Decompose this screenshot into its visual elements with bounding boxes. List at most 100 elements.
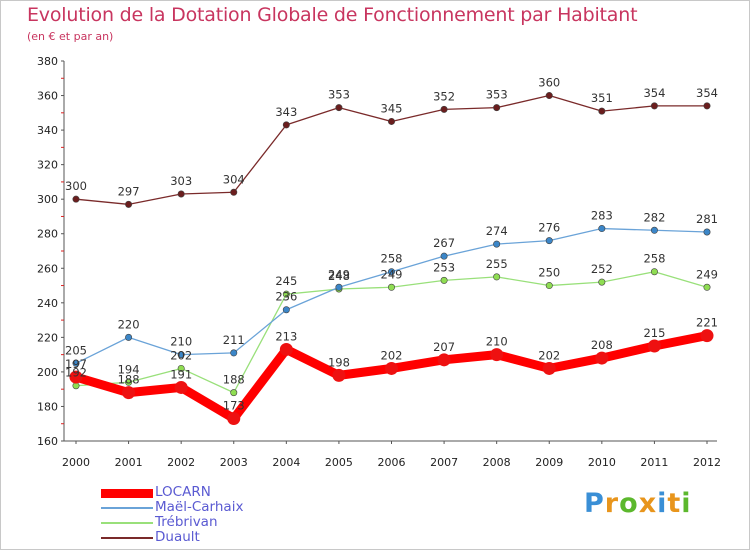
data-point-mael-carhaix <box>230 349 238 357</box>
data-label-duault: 353 <box>486 88 508 102</box>
data-point-duault <box>230 188 238 196</box>
data-label-mael-carhaix: 236 <box>275 290 297 304</box>
data-label-locarn: 208 <box>591 338 613 352</box>
data-label-locarn: 198 <box>328 355 350 369</box>
data-point-duault <box>282 121 290 129</box>
data-point-mael-carhaix <box>387 268 395 276</box>
data-point-mael-carhaix <box>545 237 553 245</box>
data-label-trebrivan: 245 <box>275 274 297 288</box>
data-point-trebrivan <box>598 278 606 286</box>
data-label-duault: 303 <box>170 174 192 188</box>
data-point-mael-carhaix <box>703 228 711 236</box>
logo-letter: i <box>657 488 668 519</box>
data-label-trebrivan: 250 <box>538 266 560 280</box>
x-tick-label: 2006 <box>378 456 406 469</box>
x-tick-label: 2001 <box>115 456 143 469</box>
data-label-trebrivan: 249 <box>696 267 718 281</box>
data-label-mael-carhaix: 258 <box>381 252 403 266</box>
y-tick-label: 380 <box>37 55 58 68</box>
data-point-trebrivan <box>282 290 290 298</box>
chart-axes: 160 180 200 220 240 260 280 300 320 340 360 380 2000… <box>37 55 721 469</box>
legend-label: LOCARN <box>155 484 211 500</box>
data-point-locarn <box>437 353 451 367</box>
data-label-trebrivan: 192 <box>65 366 87 380</box>
data-label-duault: 351 <box>591 91 613 105</box>
data-label-duault: 352 <box>433 89 455 103</box>
legend-label: Trébrivan <box>155 514 218 530</box>
data-point-locarn <box>595 351 609 365</box>
data-label-duault: 354 <box>643 86 665 100</box>
legend-swatch <box>101 522 153 524</box>
x-tick-label: 2011 <box>640 456 668 469</box>
x-tick-label: 2003 <box>220 456 248 469</box>
data-point-locarn <box>385 361 398 375</box>
data-point-trebrivan <box>650 268 658 276</box>
data-labels-layer: 300 297 303 304 343 353 345 352 353 360 351 354 354 1… <box>65 76 718 413</box>
data-point-locarn <box>700 329 714 343</box>
logo-letter: t <box>667 488 682 519</box>
data-label-mael-carhaix: 274 <box>486 224 508 238</box>
y-tick-label: 340 <box>37 124 58 137</box>
data-point-mael-carhaix <box>650 226 658 234</box>
legend-swatch <box>101 488 153 498</box>
data-point-trebrivan <box>545 282 553 290</box>
data-label-mael-carhaix: 211 <box>223 333 245 347</box>
legend-swatch <box>101 507 153 509</box>
data-label-duault: 345 <box>381 101 403 115</box>
chart-subtitle: (en € et par an) <box>27 30 114 43</box>
data-point-mael-carhaix <box>177 351 185 359</box>
data-label-locarn: 210 <box>486 335 508 349</box>
data-point-locarn <box>490 348 504 362</box>
data-label-mael-carhaix: 276 <box>538 221 560 235</box>
data-label-mael-carhaix: 220 <box>118 317 140 331</box>
data-label-mael-carhaix: 210 <box>170 335 192 349</box>
data-point-locarn <box>279 342 293 356</box>
x-tick-label: 2005 <box>325 456 353 469</box>
data-point-mael-carhaix <box>440 252 448 260</box>
data-point-duault <box>72 195 80 203</box>
data-label-trebrivan: 255 <box>486 257 508 271</box>
data-label-trebrivan: 258 <box>643 252 665 266</box>
data-point-locarn <box>174 380 188 394</box>
series-layer <box>69 92 714 426</box>
data-label-locarn: 207 <box>433 340 455 354</box>
data-label-mael-carhaix: 281 <box>696 212 718 226</box>
data-label-locarn: 202 <box>381 348 403 362</box>
x-tick-label: 2007 <box>430 456 458 469</box>
data-label-locarn: 213 <box>275 329 297 343</box>
data-point-duault <box>545 92 553 100</box>
y-tick-label: 160 <box>37 435 58 448</box>
data-point-mael-carhaix <box>72 359 80 367</box>
y-tick-label: 240 <box>37 297 58 310</box>
data-label-locarn: 197 <box>65 357 87 371</box>
y-tick-label: 220 <box>37 331 58 344</box>
data-point-locarn <box>69 370 83 384</box>
x-tick-label: 2009 <box>535 456 563 469</box>
data-label-mael-carhaix: 249 <box>328 267 350 281</box>
y-tick-label: 260 <box>37 262 58 275</box>
data-point-mael-carhaix <box>125 333 133 341</box>
legend-label: Maël-Carhaix <box>155 499 244 515</box>
data-point-locarn <box>542 361 556 375</box>
data-label-trebrivan: 249 <box>381 267 403 281</box>
data-point-duault <box>125 200 133 208</box>
data-point-duault <box>440 105 448 113</box>
data-point-trebrivan <box>703 283 711 291</box>
data-point-locarn <box>332 368 346 382</box>
logo-letter: i <box>681 488 692 519</box>
data-label-trebrivan: 252 <box>591 262 613 276</box>
data-point-trebrivan <box>230 389 238 397</box>
proxiti-logo: Proxiti <box>584 488 692 519</box>
data-label-duault: 297 <box>118 184 140 198</box>
data-label-trebrivan: 248 <box>328 269 350 283</box>
data-point-duault <box>493 104 501 112</box>
data-point-duault <box>177 190 185 198</box>
data-label-trebrivan: 188 <box>223 373 245 387</box>
data-point-trebrivan <box>125 378 133 386</box>
data-label-duault: 354 <box>696 86 718 100</box>
data-point-locarn <box>227 412 241 426</box>
x-tick-label: 2010 <box>588 456 616 469</box>
data-label-trebrivan: 202 <box>170 348 192 362</box>
